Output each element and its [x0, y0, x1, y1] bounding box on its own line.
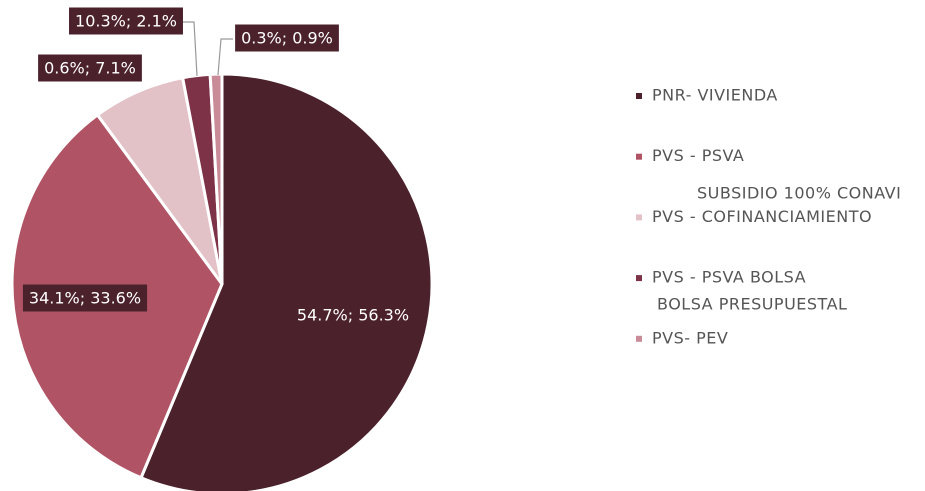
data-label-box: [22, 284, 148, 312]
pie-slice: [208, 72, 224, 285]
leader-line: [182, 21, 198, 77]
annotation: SUBSIDIO 100% CONAVI: [697, 184, 901, 203]
legend-marker: [636, 214, 642, 221]
data-label-box: [235, 24, 339, 52]
legend-marker: [636, 335, 642, 342]
data-label: 0.3%; 0.9%: [241, 29, 333, 48]
legend-label: PVS - PSVA BOLSA: [652, 268, 806, 287]
data-label-box: [69, 7, 183, 35]
data-label: 34.1%; 33.6%: [29, 289, 141, 308]
leader-line: [217, 38, 233, 76]
data-label: 54.7%; 56.3%: [297, 306, 409, 325]
legend-label: PVS - PSVA: [652, 146, 744, 165]
annotation: BOLSA PRESUPUESTAL: [657, 295, 847, 314]
data-label-box: [38, 54, 142, 82]
legend-marker: [636, 93, 642, 99]
legend-marker: [636, 153, 642, 160]
legend-marker: [636, 275, 642, 282]
legend-label: PVS - COFINANCIAMIENTO: [652, 207, 872, 226]
pie-slice: [139, 72, 434, 491]
data-label: 10.3%; 2.1%: [75, 12, 177, 31]
legend-label: PNR- VIVIENDA: [652, 86, 778, 105]
data-label: 0.6%; 7.1%: [44, 59, 136, 78]
legend-label: PVS- PEV: [652, 328, 728, 347]
